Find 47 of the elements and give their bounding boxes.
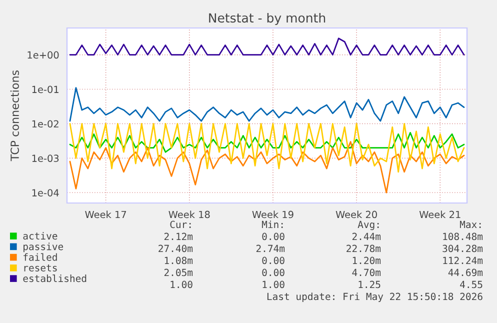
text: 108.48m [443,232,483,240]
legend-label: failed [24,253,57,261]
text: 0.00 [262,256,284,264]
text: 44.69m [448,268,483,276]
x-tick-label: Week 19 [252,210,294,218]
text: 4.70m [352,268,381,276]
text: 304.28m [442,244,483,252]
x-tick-label: Week 20 [336,210,377,218]
text: 2.44m [352,232,381,240]
text: 2.05m [164,268,193,276]
legend-label: active [23,232,58,240]
text: 27.40m [158,244,193,252]
y-tick-label: 1e+00 [28,51,59,59]
y-axis-title: TCP connections [10,70,19,162]
line-series [69,141,465,194]
text: 1.00 [170,280,192,288]
text: 1.00 [262,280,284,288]
text: Min: [262,220,283,228]
text: 0.00 [262,232,284,240]
legend-label: resets [24,264,57,272]
x-tick-label: Week 17 [85,210,126,218]
text: 4.55 [460,280,482,288]
chart-title: Netstat - by month [209,12,326,26]
text: 2.12m [164,232,193,240]
line-series [69,87,465,122]
text: 2.74m [256,244,285,252]
text: 1.08m [164,256,193,264]
text: 112.24m [443,256,483,264]
line-series [69,123,465,173]
y-tick-label: 1e-03 [32,154,59,162]
line-series [69,132,465,153]
text: 0.00 [262,268,284,276]
x-tick-label: Week 18 [168,210,210,218]
legend-label: established [23,274,86,282]
text: Avg: [358,220,379,230]
y-tick-label: 1e-01 [32,86,58,94]
line-series [69,38,465,56]
text: 22.78m [346,244,381,252]
text: Last update: Fri May 22 15:50:18 2026 [267,292,482,302]
text: Cur: [170,220,191,228]
text: 1.25 [358,280,380,288]
y-tick-label: 1e-04 [32,189,59,196]
text: Max: [460,220,481,228]
y-tick-label: 1e-02 [32,120,58,128]
x-tick-label: Week 21 [419,210,460,218]
text: 1.20m [352,256,381,264]
legend-label: passive [24,242,64,252]
